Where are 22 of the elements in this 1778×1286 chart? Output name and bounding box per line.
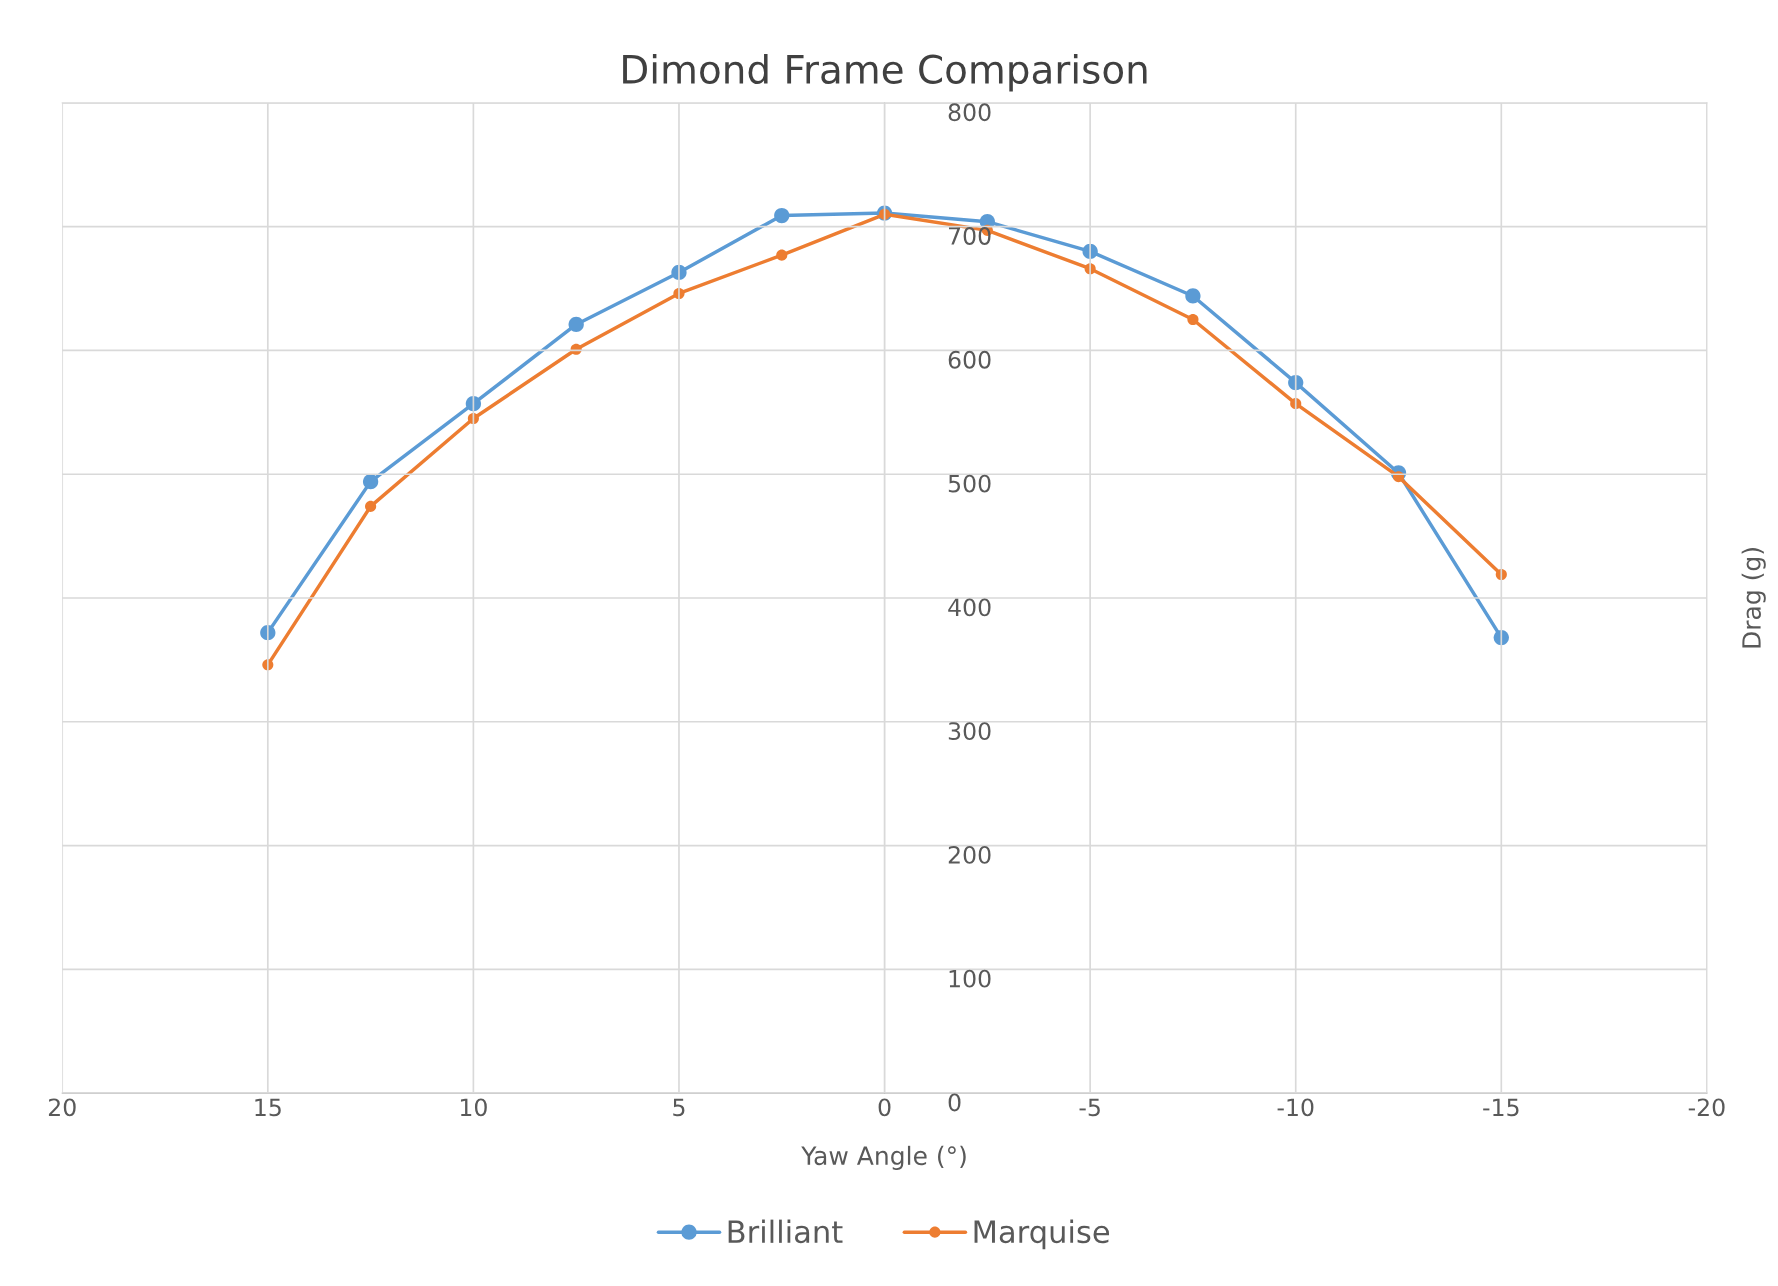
x-tick-label: -5 <box>1079 1098 1100 1117</box>
y-tick-label: 100 <box>949 969 991 988</box>
y-tick-label: 300 <box>948 722 991 741</box>
y-tick-label: 600 <box>948 350 991 369</box>
x-tick-label: 10 <box>460 1098 487 1117</box>
y-tick-label: 400 <box>948 598 991 617</box>
x-tick-label: -10 <box>1277 1098 1314 1117</box>
x-tick-label: -20 <box>1688 1098 1725 1117</box>
y-tick-label: 500 <box>948 474 991 493</box>
x-tick-label: 20 <box>48 1098 76 1117</box>
chart-title: Dimond Frame Comparison <box>623 53 1147 92</box>
x-tick-label: 0 <box>878 1098 891 1117</box>
legend-label: Marquise <box>974 1219 1110 1250</box>
x-tick-label: 15 <box>255 1098 281 1117</box>
y-tick-label: 700 <box>948 227 991 245</box>
legend-label: Brilliant <box>728 1219 843 1244</box>
y-axis-title: Drag (g) <box>1741 548 1766 648</box>
y-tick-label: 800 <box>948 103 991 122</box>
x-axis-title: Yaw Angle (°) <box>801 1145 966 1171</box>
y-tick-label: 200 <box>948 845 991 864</box>
x-tick-label: -15 <box>1483 1098 1519 1117</box>
x-tick-label: 5 <box>673 1098 685 1117</box>
